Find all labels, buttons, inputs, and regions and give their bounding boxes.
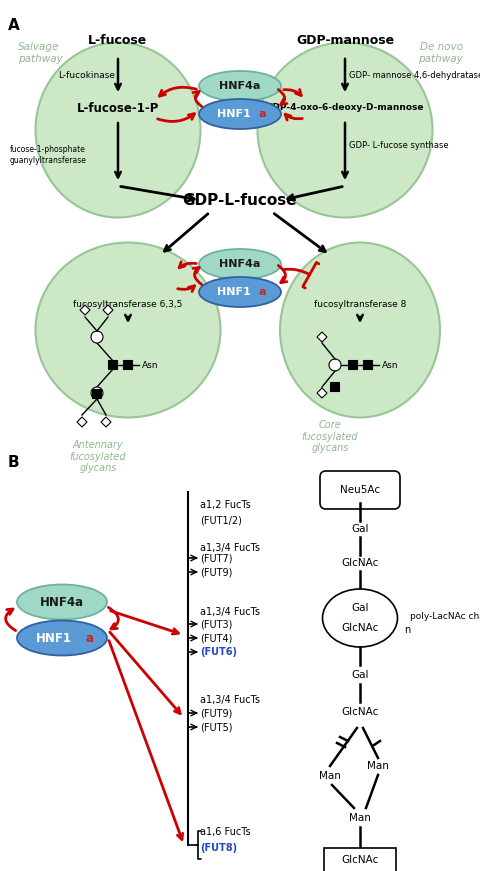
FancyBboxPatch shape bbox=[319, 471, 399, 509]
Text: GlcNAc: GlcNAc bbox=[341, 707, 378, 717]
Text: De novo
pathway: De novo pathway bbox=[418, 42, 462, 64]
Text: (FUT6): (FUT6) bbox=[200, 647, 237, 657]
Text: GDP-mannose: GDP-mannose bbox=[295, 33, 393, 46]
Text: a1,3/4 FucTs: a1,3/4 FucTs bbox=[200, 607, 260, 617]
Bar bbox=[348, 361, 357, 369]
Text: Neu5Ac: Neu5Ac bbox=[339, 485, 379, 495]
Text: a1,6 FucTs: a1,6 FucTs bbox=[200, 827, 250, 837]
Text: L-fucokinase: L-fucokinase bbox=[58, 71, 115, 79]
Text: (FUT5): (FUT5) bbox=[200, 722, 232, 732]
Text: Gal: Gal bbox=[350, 670, 368, 680]
Bar bbox=[324, 848, 395, 871]
Text: a: a bbox=[258, 287, 265, 297]
Text: (FUT7): (FUT7) bbox=[200, 553, 232, 563]
Text: (FUT4): (FUT4) bbox=[200, 633, 232, 643]
Text: Gal: Gal bbox=[350, 603, 368, 613]
Polygon shape bbox=[77, 417, 87, 427]
Ellipse shape bbox=[279, 242, 439, 417]
Text: GDP- mannose 4,6-dehydratase: GDP- mannose 4,6-dehydratase bbox=[348, 71, 480, 79]
Text: n: n bbox=[403, 625, 409, 635]
Text: HNF4a: HNF4a bbox=[40, 596, 84, 609]
Text: HNF1: HNF1 bbox=[216, 287, 251, 297]
Ellipse shape bbox=[36, 242, 220, 417]
Text: (FUT1/2): (FUT1/2) bbox=[200, 515, 241, 525]
Text: a1,2 FucTs: a1,2 FucTs bbox=[200, 500, 250, 510]
Text: (FUT3): (FUT3) bbox=[200, 619, 232, 629]
Circle shape bbox=[91, 387, 103, 399]
Text: a1,3/4 FucTs: a1,3/4 FucTs bbox=[200, 695, 260, 705]
Text: Asn: Asn bbox=[381, 361, 397, 369]
Text: L-fucose: L-fucose bbox=[88, 33, 147, 46]
Text: HNF4a: HNF4a bbox=[219, 259, 260, 269]
Ellipse shape bbox=[199, 249, 280, 279]
Text: Man: Man bbox=[348, 813, 370, 823]
Ellipse shape bbox=[199, 71, 280, 101]
Ellipse shape bbox=[322, 589, 396, 647]
Circle shape bbox=[91, 331, 103, 343]
Text: (FUT9): (FUT9) bbox=[200, 708, 232, 718]
Polygon shape bbox=[80, 305, 90, 315]
Bar bbox=[92, 388, 101, 397]
Bar bbox=[330, 382, 339, 391]
Text: Man: Man bbox=[318, 771, 340, 781]
Text: HNF4a: HNF4a bbox=[219, 81, 260, 91]
Text: a: a bbox=[86, 631, 94, 645]
Text: fucose-1-phosphate
guanylyltransferase: fucose-1-phosphate guanylyltransferase bbox=[10, 145, 87, 165]
Ellipse shape bbox=[17, 584, 107, 619]
Text: GlcNAc: GlcNAc bbox=[341, 623, 378, 633]
Bar bbox=[123, 361, 132, 369]
Text: GDP- L-fucose synthase: GDP- L-fucose synthase bbox=[348, 140, 448, 150]
Polygon shape bbox=[101, 417, 111, 427]
Circle shape bbox=[328, 359, 340, 371]
Text: fucosyltransferase 6,3,5: fucosyltransferase 6,3,5 bbox=[73, 300, 182, 308]
Text: Core
fucosylated
glycans: Core fucosylated glycans bbox=[301, 420, 358, 453]
Text: fucosyltransferase 8: fucosyltransferase 8 bbox=[313, 300, 405, 308]
Text: Antennary
fucosylated
glycans: Antennary fucosylated glycans bbox=[70, 440, 126, 473]
Text: GDP-L-fucose: GDP-L-fucose bbox=[182, 192, 297, 207]
Text: Asn: Asn bbox=[142, 361, 158, 369]
Polygon shape bbox=[103, 305, 113, 315]
Text: GlcNAc: GlcNAc bbox=[341, 558, 378, 568]
Bar bbox=[108, 361, 117, 369]
Polygon shape bbox=[316, 332, 326, 342]
Text: a: a bbox=[258, 109, 265, 119]
Ellipse shape bbox=[17, 620, 107, 656]
Bar bbox=[363, 361, 372, 369]
Text: poly-LacNAc chain: poly-LacNAc chain bbox=[409, 611, 480, 620]
Text: Salvage
pathway: Salvage pathway bbox=[18, 42, 62, 64]
Text: A: A bbox=[8, 18, 20, 33]
Text: Gal: Gal bbox=[350, 524, 368, 534]
Text: (FUT8): (FUT8) bbox=[200, 843, 237, 853]
Ellipse shape bbox=[199, 277, 280, 307]
Text: HNF1: HNF1 bbox=[216, 109, 251, 119]
Ellipse shape bbox=[36, 43, 200, 218]
Text: B: B bbox=[8, 455, 20, 470]
Text: Man: Man bbox=[366, 761, 388, 771]
Text: GlcNAc: GlcNAc bbox=[341, 855, 378, 865]
Text: (FUT9): (FUT9) bbox=[200, 567, 232, 577]
Text: a1,3/4 FucTs: a1,3/4 FucTs bbox=[200, 543, 260, 553]
Text: L-fucose-1-P: L-fucose-1-P bbox=[77, 102, 159, 114]
Text: GDP-4-oxo-6-deoxy-D-mannose: GDP-4-oxo-6-deoxy-D-mannose bbox=[265, 104, 423, 112]
Ellipse shape bbox=[257, 43, 432, 218]
Text: HNF1: HNF1 bbox=[36, 631, 72, 645]
Ellipse shape bbox=[199, 99, 280, 129]
Polygon shape bbox=[316, 388, 326, 398]
